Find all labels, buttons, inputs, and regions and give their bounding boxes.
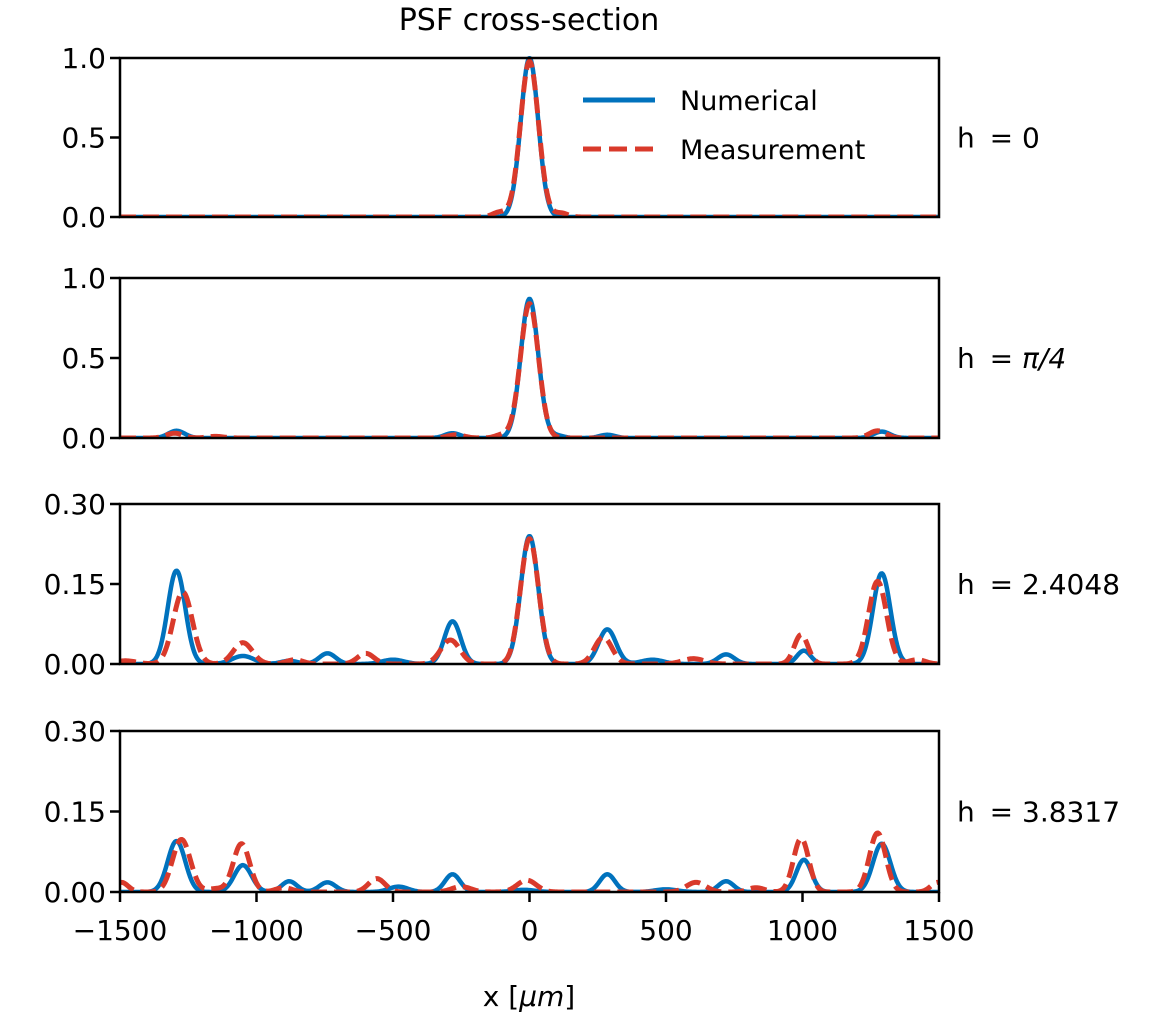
panel-label-value: 0 xyxy=(1022,122,1040,155)
panel-frame xyxy=(118,729,941,894)
measurement-series-line xyxy=(120,301,939,438)
panel-label: h = 3.8317 xyxy=(957,796,1120,829)
y-tick-label: 0.15 xyxy=(44,796,106,829)
x-axis-label-suffix: ] xyxy=(564,980,575,1013)
panel-label-value: π/4 xyxy=(1022,342,1066,375)
panel-label: h = π/4 xyxy=(957,342,1066,375)
panel-label-value: 3.8317 xyxy=(1022,796,1120,829)
panel-label: h = 0 xyxy=(957,122,1040,155)
x-axis-label-prefix: x [ xyxy=(483,980,519,1013)
measurement-series-line xyxy=(120,830,939,892)
x-tick-label: −1000 xyxy=(209,914,304,947)
panel-label-equals: = xyxy=(990,796,1022,829)
x-tick-label: 1000 xyxy=(767,914,838,947)
panel-3: 0.00 0.15 0.30 h = 2.4048 xyxy=(44,488,1120,681)
y-tick-label: 0.15 xyxy=(44,568,106,601)
y-tick-label: 1.0 xyxy=(61,262,106,295)
measurement-series-line xyxy=(120,58,939,217)
x-tick-label: 500 xyxy=(639,914,692,947)
y-tick-label: 1.0 xyxy=(61,42,106,75)
y-tick-label: 0.5 xyxy=(61,342,106,375)
y-tick-label: 0.5 xyxy=(61,122,106,155)
panel-1: 0.0 0.5 1.0 h = 0 xyxy=(61,42,1039,234)
panel-label-variable: h xyxy=(957,568,984,601)
x-axis-tick-labels: −1500 −1000 −500 0 500 1000 1500 xyxy=(73,914,975,947)
panel-label-variable: h xyxy=(957,796,984,829)
numerical-series-line xyxy=(120,533,939,664)
y-tick-label: 0.00 xyxy=(44,648,106,681)
y-tick-label: 0.0 xyxy=(61,422,106,455)
measurement-series-line xyxy=(120,536,939,664)
panel-label-variable: h xyxy=(957,342,984,375)
x-tick-label: −500 xyxy=(355,914,432,947)
panel-label-equals: = xyxy=(990,122,1022,155)
x-tick-label: 0 xyxy=(521,914,539,947)
x-tick-label: 1500 xyxy=(903,914,974,947)
panel-frame xyxy=(118,502,941,666)
numerical-series-line xyxy=(120,838,939,892)
x-axis-label-unit: μm xyxy=(518,980,564,1013)
y-tick-label: 0.00 xyxy=(44,876,106,909)
y-tick-label: 0.30 xyxy=(44,715,106,748)
legend-measurement-label: Measurement xyxy=(680,135,865,166)
numerical-series-line xyxy=(120,296,939,438)
panel-4: 0.00 0.15 0.30 h = 3.8317 xyxy=(44,715,1120,909)
x-axis-label: x [μm] xyxy=(483,980,575,1013)
panel-label-equals: = xyxy=(990,568,1022,601)
y-tick-label: 0.30 xyxy=(44,488,106,521)
panel-2: 0.0 0.5 1.0 h = π/4 xyxy=(61,262,1066,455)
panel-label-value: 2.4048 xyxy=(1022,568,1120,601)
x-tick-label: −1500 xyxy=(73,914,168,947)
panel-label: h = 2.4048 xyxy=(957,568,1120,601)
legend: Numerical Measurement xyxy=(583,86,865,166)
panel-label-variable: h xyxy=(957,122,984,155)
panel-label-equals: = xyxy=(990,342,1022,375)
y-tick-label: 0.0 xyxy=(61,201,106,234)
legend-numerical-label: Numerical xyxy=(680,86,818,117)
chart-title: PSF cross-section xyxy=(399,3,660,38)
